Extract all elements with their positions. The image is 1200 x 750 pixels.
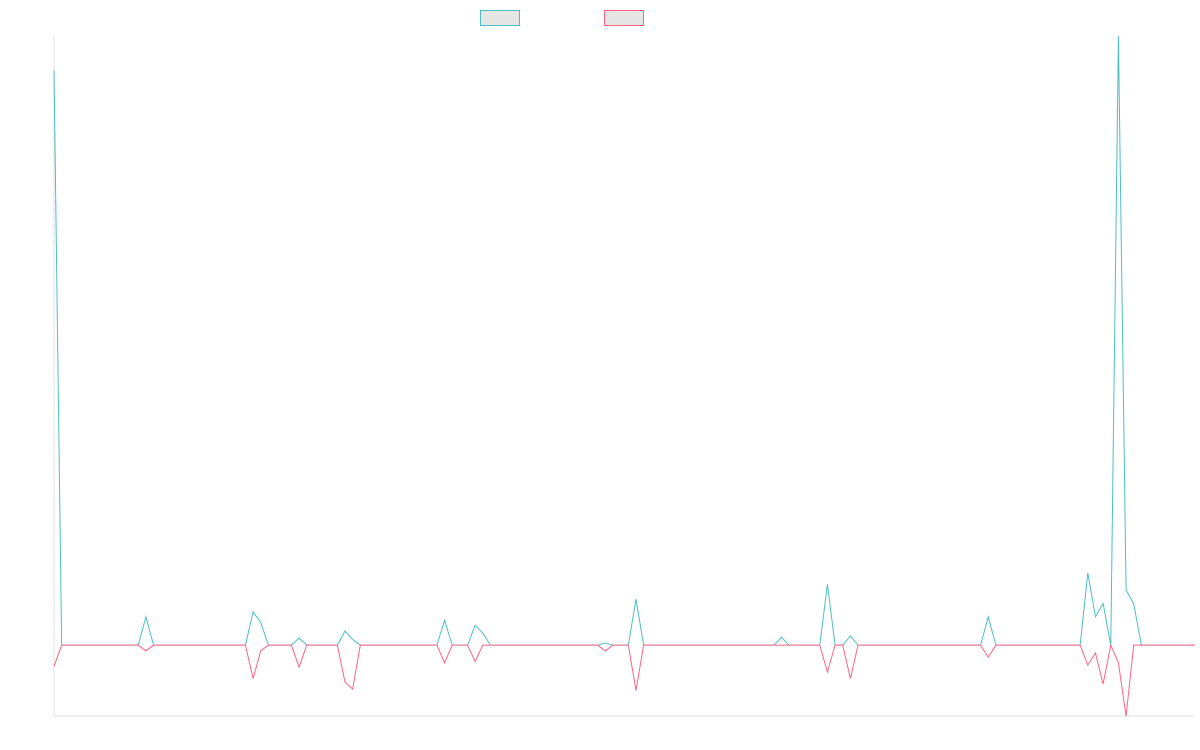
legend-swatch — [604, 10, 644, 26]
legend-swatch — [480, 10, 520, 26]
series-line — [53, 35, 1195, 646]
series-line — [53, 643, 1195, 717]
